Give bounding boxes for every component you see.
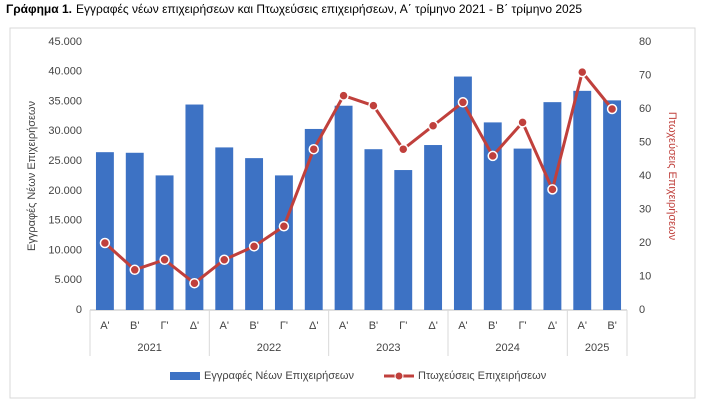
x-tick-label: Γ' (518, 320, 526, 332)
y2-tick-label: 10 (639, 270, 651, 282)
x-tick-label: Α' (100, 320, 109, 332)
y-tick-label: 35.000 (48, 95, 82, 107)
x-tick-label: Δ' (309, 320, 318, 332)
line-marker (398, 143, 409, 155)
chart-frame (9, 27, 696, 399)
line-marker (577, 66, 588, 78)
x-group-label: 2022 (257, 342, 281, 354)
bar (245, 158, 264, 310)
bar (274, 175, 293, 310)
legend-swatch-marker (394, 371, 404, 381)
y2-tick-label: 50 (639, 136, 651, 148)
y-tick-label: 20.000 (48, 185, 82, 197)
bar (364, 149, 383, 310)
line-marker (338, 90, 349, 101)
line-marker (487, 150, 498, 162)
y-tick-label: 45.000 (48, 36, 82, 48)
y2-tick-label: 60 (639, 103, 651, 115)
line-marker (219, 254, 230, 265)
bar (304, 128, 323, 310)
x-tick-label: Α' (578, 320, 587, 332)
line-marker (99, 237, 111, 249)
y2-tick-label: 0 (639, 304, 645, 316)
chart-title: Γράφημα 1. Εγγραφές νέων επιχειρήσεων και… (6, 2, 582, 16)
bar (155, 175, 174, 310)
bar (394, 170, 413, 310)
bar (573, 90, 592, 310)
x-tick-label: Β' (607, 320, 616, 332)
x-tick-label: Γ' (280, 320, 288, 332)
x-tick-label: Β' (488, 320, 497, 332)
line-marker (606, 103, 618, 115)
y-tick-label: 40.000 (48, 66, 82, 78)
y-tick-label: 10.000 (48, 244, 82, 256)
line-marker (368, 100, 379, 111)
line-marker (129, 264, 140, 276)
y-tick-label: 30.000 (48, 125, 82, 137)
legend-swatch (170, 372, 200, 380)
figure-label: Γράφημα 1. (6, 2, 72, 16)
x-tick-label: Β' (369, 320, 378, 332)
bar (95, 152, 114, 310)
y2-tick-label: 20 (639, 237, 651, 249)
x-group-label: 2021 (137, 342, 161, 354)
y2-tick-label: 40 (639, 170, 651, 182)
x-group-label: 2023 (376, 342, 400, 354)
x-tick-label: Γ' (399, 320, 407, 332)
x-tick-label: Δ' (548, 320, 557, 332)
bar (603, 100, 622, 310)
y-tick-label: 0 (76, 304, 82, 316)
bar (334, 105, 353, 310)
bar (453, 76, 472, 310)
legend-label: Εγγραφές Νέων Επιχειρήσεων (204, 370, 354, 382)
y-tick-label: 5.000 (54, 274, 82, 286)
x-tick-label: Δ' (190, 320, 199, 332)
y2-tick-label: 70 (639, 69, 651, 81)
bar (125, 152, 144, 310)
bar (483, 122, 502, 311)
line-marker (248, 241, 260, 252)
y-tick-label: 25.000 (48, 155, 82, 167)
line-marker (308, 143, 319, 155)
legend-label: Πτωχεύσεις Επιχειρήσεων (418, 370, 547, 382)
x-tick-label: Β' (130, 320, 139, 332)
x-tick-label: Α' (339, 320, 348, 332)
y-tick-label: 15.000 (48, 215, 82, 227)
bar (543, 102, 562, 310)
bar (215, 147, 234, 310)
y-axis-label: Εγγραφές Νέων Επιχειρήσεων (26, 101, 38, 251)
bar (185, 104, 204, 311)
line-marker (427, 120, 439, 131)
line-marker (547, 184, 558, 195)
line-marker (189, 277, 200, 289)
x-tick-label: Α' (458, 320, 467, 332)
line-marker (159, 254, 170, 265)
line-marker (517, 117, 528, 128)
line-marker (457, 97, 469, 108)
x-group-label: 2024 (495, 342, 519, 354)
x-tick-label: Γ' (160, 320, 168, 332)
title-text: Εγγραφές νέων επιχειρήσεων και Πτωχεύσει… (76, 2, 582, 16)
bar (424, 145, 443, 310)
y2-tick-label: 80 (639, 36, 651, 48)
y2-tick-label: 30 (639, 203, 651, 215)
line-marker (278, 221, 290, 232)
bar (513, 148, 532, 310)
x-tick-label: Δ' (428, 320, 437, 332)
y2-axis-label: Πτωχεύσεις Επιχειρήσεων (666, 112, 678, 241)
x-tick-label: Β' (249, 320, 258, 332)
x-tick-label: Α' (220, 320, 229, 332)
line (103, 68, 614, 286)
x-group-label: 2025 (585, 342, 609, 354)
